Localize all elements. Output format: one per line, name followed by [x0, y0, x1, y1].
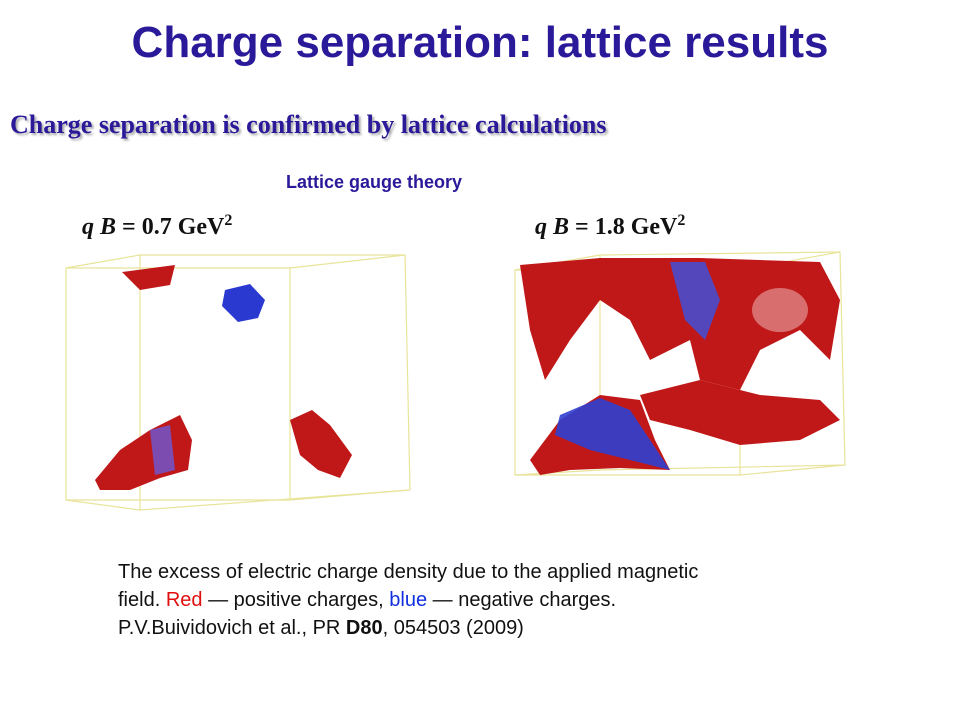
caption-bold: D80: [345, 617, 383, 639]
caption-line: field. Red — positive charges, blue — ne…: [118, 586, 698, 614]
caption-line: The excess of electric charge density du…: [118, 561, 699, 583]
lattice-box-left: [65, 254, 411, 511]
caption-text: , 054503 (2009): [382, 617, 524, 639]
caption-red: Red: [165, 589, 203, 611]
subtitle: Charge separation is confirmed by lattic…: [10, 110, 607, 139]
symbol-b: B: [100, 214, 117, 240]
caption-text: — positive charges,: [202, 589, 390, 611]
field-value: = 1.8 GeV: [575, 214, 678, 240]
figure-label: Lattice gauge theory: [286, 172, 463, 192]
symbol-b: B: [553, 214, 570, 240]
caption-text: field.: [118, 589, 166, 611]
symbol-q: q: [535, 214, 547, 240]
caption-line: P.V.Buividovich et al., PR D80, 054503 (…: [118, 614, 698, 642]
charge-blobs-left: [95, 265, 352, 490]
caption: The excess of electric charge density du…: [118, 558, 698, 642]
symbol-q: q: [82, 214, 94, 240]
title: Charge separation: lattice results: [131, 18, 829, 67]
caption-text: P.V.Buividovich et al., PR: [118, 617, 346, 639]
exponent: 2: [224, 212, 233, 229]
exponent: 2: [677, 212, 686, 229]
caption-blue: blue: [389, 589, 428, 611]
field-value: = 0.7 GeV: [122, 214, 225, 240]
panel-label: q B = 0.7 GeV2: [82, 212, 232, 241]
caption-text: — negative charges.: [427, 589, 617, 611]
panel-label: q B = 1.8 GeV2: [535, 212, 685, 241]
charge-blobs-right: [520, 258, 840, 475]
